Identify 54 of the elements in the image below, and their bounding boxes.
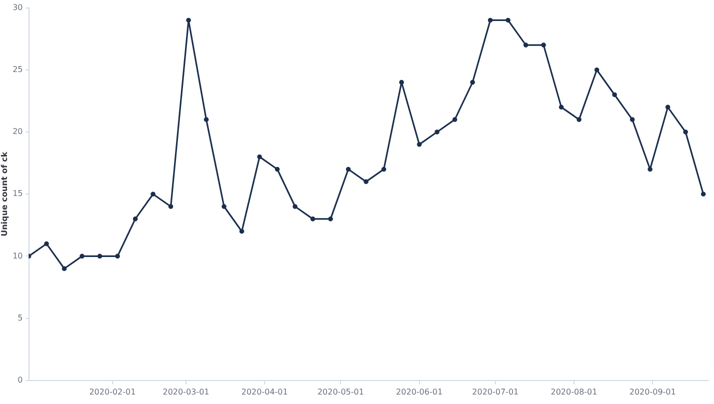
x-tick-label: 2020-07-01	[472, 387, 519, 396]
point	[470, 80, 475, 85]
point	[683, 130, 688, 134]
point	[630, 117, 635, 122]
point	[239, 228, 244, 234]
x-tick-label: 2020-04-01	[241, 387, 288, 396]
point	[648, 166, 652, 172]
point	[594, 68, 600, 72]
x-tick-label: 2020-05-01	[317, 387, 364, 396]
point	[364, 179, 368, 184]
point	[274, 166, 280, 172]
x-tick-label: 2020-02-01	[89, 387, 136, 396]
point	[452, 117, 458, 122]
point	[97, 254, 102, 259]
point	[292, 204, 298, 209]
point	[44, 241, 49, 246]
y-tick-label: 25	[12, 64, 23, 74]
point	[346, 166, 351, 172]
point	[576, 117, 582, 122]
point	[132, 216, 138, 222]
y-tick-label: 20	[12, 127, 23, 136]
x-tick-label: 2020-09-01	[629, 387, 676, 396]
point	[416, 142, 422, 147]
point	[558, 104, 564, 110]
point	[80, 254, 84, 259]
point	[204, 117, 209, 122]
point	[523, 42, 528, 48]
x-tick-label: 2020-06-01	[396, 387, 443, 396]
point	[328, 216, 333, 222]
y-tick-label: 30	[12, 2, 23, 12]
point	[488, 18, 493, 23]
point	[506, 18, 510, 23]
point	[168, 204, 174, 209]
point	[62, 266, 67, 272]
point	[150, 192, 156, 196]
point	[222, 204, 226, 209]
point	[186, 18, 191, 23]
y-axis-title: Unique count of ck	[0, 151, 9, 236]
point	[434, 130, 440, 134]
point	[700, 192, 706, 196]
point	[665, 104, 670, 110]
y-tick-label: 15	[12, 189, 23, 198]
y-tick-label: 5	[18, 313, 23, 322]
point	[310, 216, 316, 222]
y-tick-label: 10	[12, 251, 23, 260]
x-tick-label: 2020-08-01	[550, 387, 598, 396]
point	[612, 92, 617, 98]
y-tick-label: 0	[18, 375, 23, 384]
point	[381, 166, 386, 172]
point	[257, 154, 262, 160]
point	[115, 254, 120, 259]
x-tick-label: 2020-03-01	[162, 387, 210, 396]
point	[541, 42, 546, 48]
point	[399, 80, 404, 85]
